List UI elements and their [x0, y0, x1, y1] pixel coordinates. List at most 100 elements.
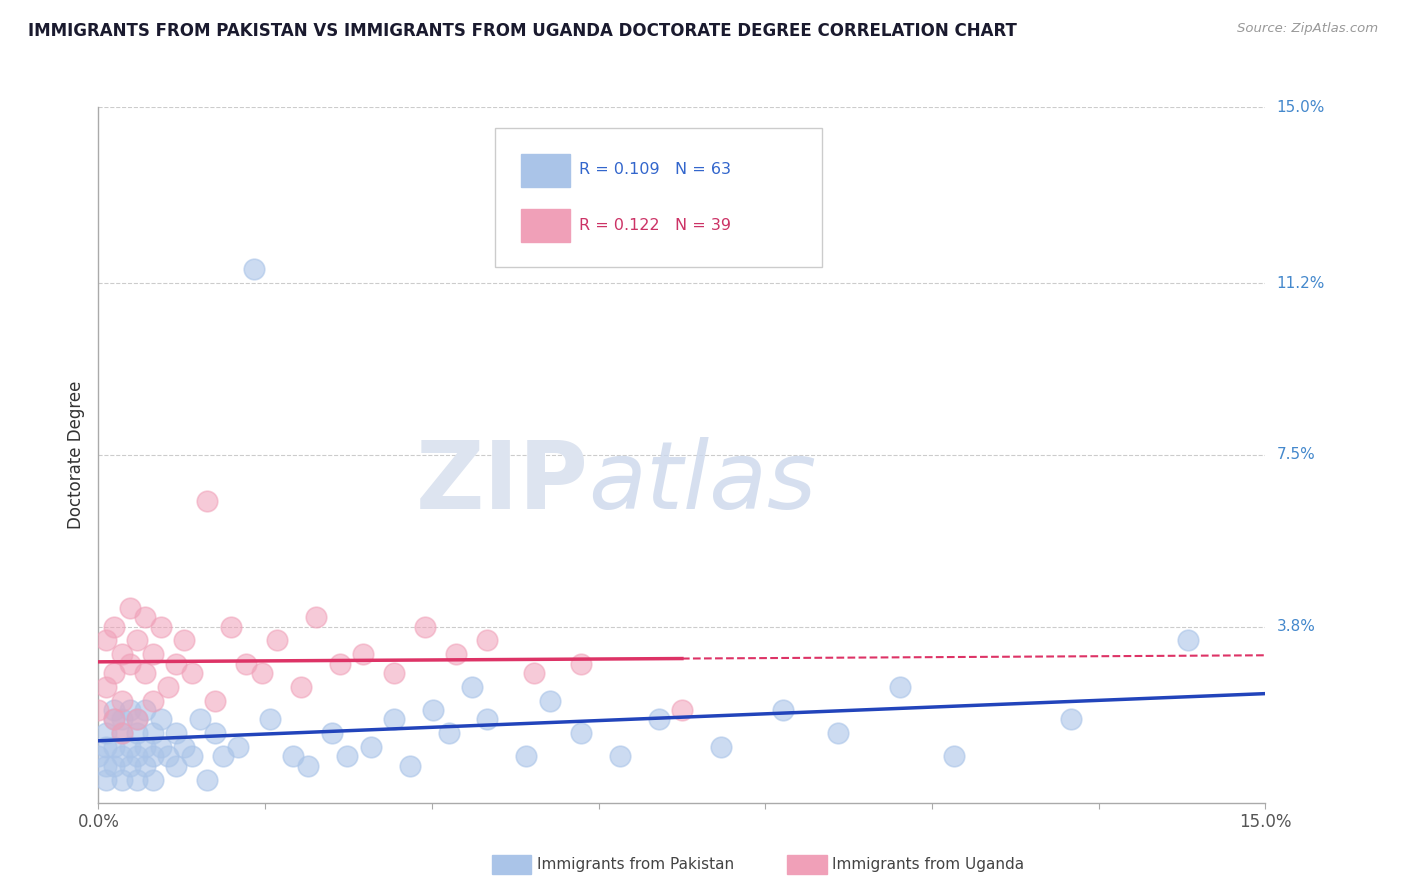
Point	[173, 740, 195, 755]
Point	[127, 633, 149, 648]
Point	[127, 712, 149, 726]
Bar	[520, 154, 569, 187]
Point	[127, 726, 149, 740]
Point	[437, 726, 460, 740]
Point	[103, 712, 125, 726]
Point	[515, 749, 537, 764]
Point	[259, 712, 281, 726]
FancyBboxPatch shape	[495, 128, 823, 267]
Point	[134, 740, 156, 755]
Point	[569, 657, 592, 671]
Point	[127, 712, 149, 726]
Text: IMMIGRANTS FROM PAKISTAN VS IMMIGRANTS FROM UGANDA DOCTORATE DEGREE CORRELATION : IMMIGRANTS FROM PAKISTAN VS IMMIGRANTS F…	[28, 22, 1017, 40]
Point	[134, 703, 156, 717]
Point	[609, 749, 631, 764]
Point	[188, 712, 211, 726]
Point	[142, 694, 165, 708]
Point	[103, 758, 125, 772]
Point	[1177, 633, 1199, 648]
Point	[235, 657, 257, 671]
Point	[127, 772, 149, 787]
Point	[827, 726, 849, 740]
Bar	[520, 209, 569, 243]
Point	[305, 610, 328, 624]
Point	[204, 694, 226, 708]
Point	[103, 619, 125, 633]
Point	[142, 648, 165, 662]
Point	[477, 633, 499, 648]
Point	[118, 601, 141, 615]
Point	[195, 494, 218, 508]
Point	[142, 772, 165, 787]
Point	[96, 680, 118, 694]
Point	[111, 772, 134, 787]
Point	[142, 726, 165, 740]
Point	[103, 740, 125, 755]
Text: 7.5%: 7.5%	[1277, 448, 1315, 462]
Point	[212, 749, 235, 764]
Text: R = 0.109   N = 63: R = 0.109 N = 63	[579, 162, 731, 178]
Point	[204, 726, 226, 740]
Point	[127, 749, 149, 764]
Point	[413, 619, 436, 633]
Point	[157, 749, 180, 764]
Point	[96, 740, 118, 755]
Point	[710, 740, 733, 755]
Point	[103, 703, 125, 717]
Point	[266, 633, 288, 648]
Text: R = 0.122   N = 39: R = 0.122 N = 39	[579, 218, 731, 233]
Point	[149, 619, 172, 633]
Point	[538, 694, 561, 708]
Point	[382, 712, 405, 726]
Text: 11.2%: 11.2%	[1277, 276, 1324, 291]
Point	[647, 712, 669, 726]
Point	[96, 633, 118, 648]
Point	[297, 758, 319, 772]
Text: 15.0%: 15.0%	[1277, 100, 1324, 114]
Point	[149, 712, 172, 726]
Point	[398, 758, 420, 772]
Point	[523, 665, 546, 680]
Point	[118, 703, 141, 717]
Point	[250, 665, 273, 680]
Text: Source: ZipAtlas.com: Source: ZipAtlas.com	[1237, 22, 1378, 36]
Text: ZIP: ZIP	[416, 437, 589, 529]
Point	[111, 749, 134, 764]
Point	[96, 726, 118, 740]
Point	[165, 657, 187, 671]
Point	[180, 749, 202, 764]
Point	[352, 648, 374, 662]
Point	[96, 758, 118, 772]
Point	[569, 726, 592, 740]
Point	[321, 726, 343, 740]
Y-axis label: Doctorate Degree: Doctorate Degree	[66, 381, 84, 529]
Point	[336, 749, 359, 764]
Point	[219, 619, 242, 633]
Point	[477, 712, 499, 726]
Point	[134, 758, 156, 772]
Point	[382, 665, 405, 680]
Point	[243, 262, 266, 277]
Point	[134, 665, 156, 680]
Point	[889, 680, 911, 694]
Point	[422, 703, 444, 717]
Point	[118, 740, 141, 755]
Text: Immigrants from Uganda: Immigrants from Uganda	[832, 857, 1025, 871]
Text: atlas: atlas	[589, 437, 817, 528]
Point	[461, 680, 484, 694]
Point	[111, 694, 134, 708]
Point	[142, 749, 165, 764]
Point	[111, 726, 134, 740]
Point	[446, 648, 468, 662]
Point	[1060, 712, 1083, 726]
Point	[111, 726, 134, 740]
Point	[96, 772, 118, 787]
Text: 3.8%: 3.8%	[1277, 619, 1316, 634]
Point	[772, 703, 794, 717]
Point	[111, 712, 134, 726]
Point	[360, 740, 382, 755]
Point	[87, 703, 110, 717]
Point	[165, 726, 187, 740]
Text: Immigrants from Pakistan: Immigrants from Pakistan	[537, 857, 734, 871]
Point	[134, 610, 156, 624]
